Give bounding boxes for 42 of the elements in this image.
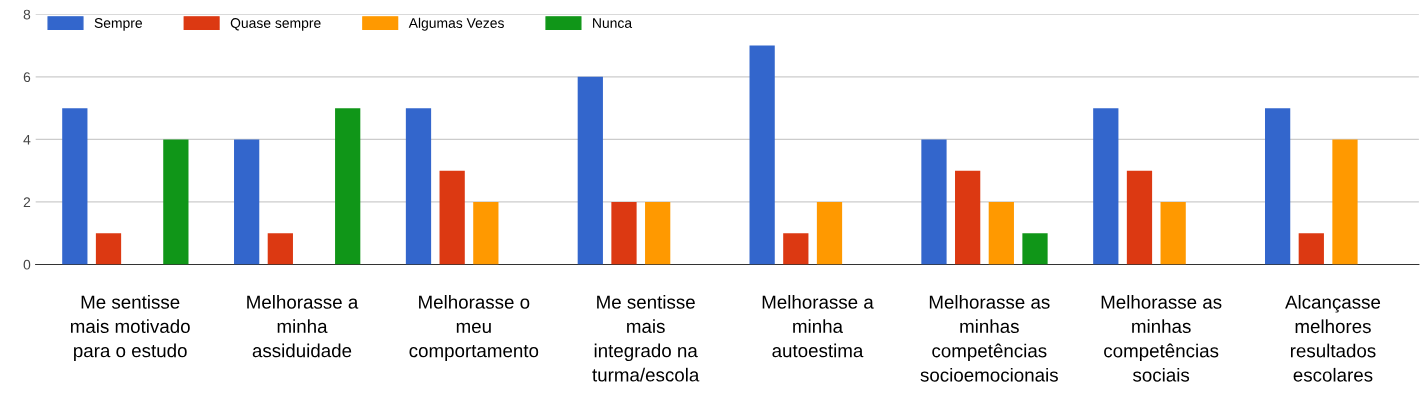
bar bbox=[749, 45, 775, 265]
bar bbox=[335, 108, 361, 265]
y-tick-label: 0 bbox=[23, 259, 31, 270]
y-tick-label: 6 bbox=[23, 72, 31, 83]
bar bbox=[611, 201, 637, 265]
bar bbox=[577, 76, 603, 265]
x-tick-label: Alcançasse melhores resultados escolares bbox=[1285, 295, 1381, 382]
x-tick-label: Melhorasse a minha autoestima bbox=[762, 295, 874, 358]
bar bbox=[62, 108, 88, 265]
legend-label: Nunca bbox=[593, 18, 633, 28]
legend-label: Algumas Vezes bbox=[408, 17, 504, 31]
bar bbox=[988, 201, 1014, 265]
x-tick-label: Melhorasse as minhas competências sociais bbox=[1101, 295, 1222, 382]
bar bbox=[473, 201, 499, 265]
x-tick-label: Me sentisse mais motivado para o estudo bbox=[70, 295, 190, 362]
legend-label: Sempre bbox=[94, 18, 142, 31]
bar bbox=[1126, 170, 1153, 265]
bar bbox=[95, 233, 122, 265]
bar bbox=[1160, 201, 1186, 265]
x-tick-label: Melhorasse as minhas competências socioemocionais bbox=[920, 295, 1058, 382]
bar bbox=[921, 139, 947, 265]
bar bbox=[645, 201, 671, 265]
x-tick-label: Me sentisse mais integrado na turma/escola bbox=[592, 295, 700, 382]
x-tick-label: Melhorasse o meu comportamento bbox=[409, 295, 539, 362]
bar bbox=[1093, 108, 1119, 265]
bar bbox=[439, 170, 465, 265]
legend-label: Quase sempre bbox=[230, 18, 321, 31]
bar bbox=[1022, 233, 1048, 265]
bar bbox=[1298, 233, 1324, 265]
y-tick-label: 2 bbox=[23, 197, 31, 207]
bar bbox=[234, 139, 260, 265]
y-tick-label: 8 bbox=[23, 9, 31, 20]
bar bbox=[783, 233, 809, 265]
bar bbox=[816, 201, 843, 265]
bar bbox=[1332, 139, 1358, 265]
bar bbox=[1265, 108, 1291, 265]
bar bbox=[405, 108, 432, 265]
bar bbox=[163, 139, 189, 265]
y-tick-label: 4 bbox=[23, 134, 31, 145]
x-tick-label: Melhorasse a minha assiduidade bbox=[247, 295, 359, 358]
bar bbox=[955, 170, 981, 265]
bar bbox=[267, 233, 293, 265]
